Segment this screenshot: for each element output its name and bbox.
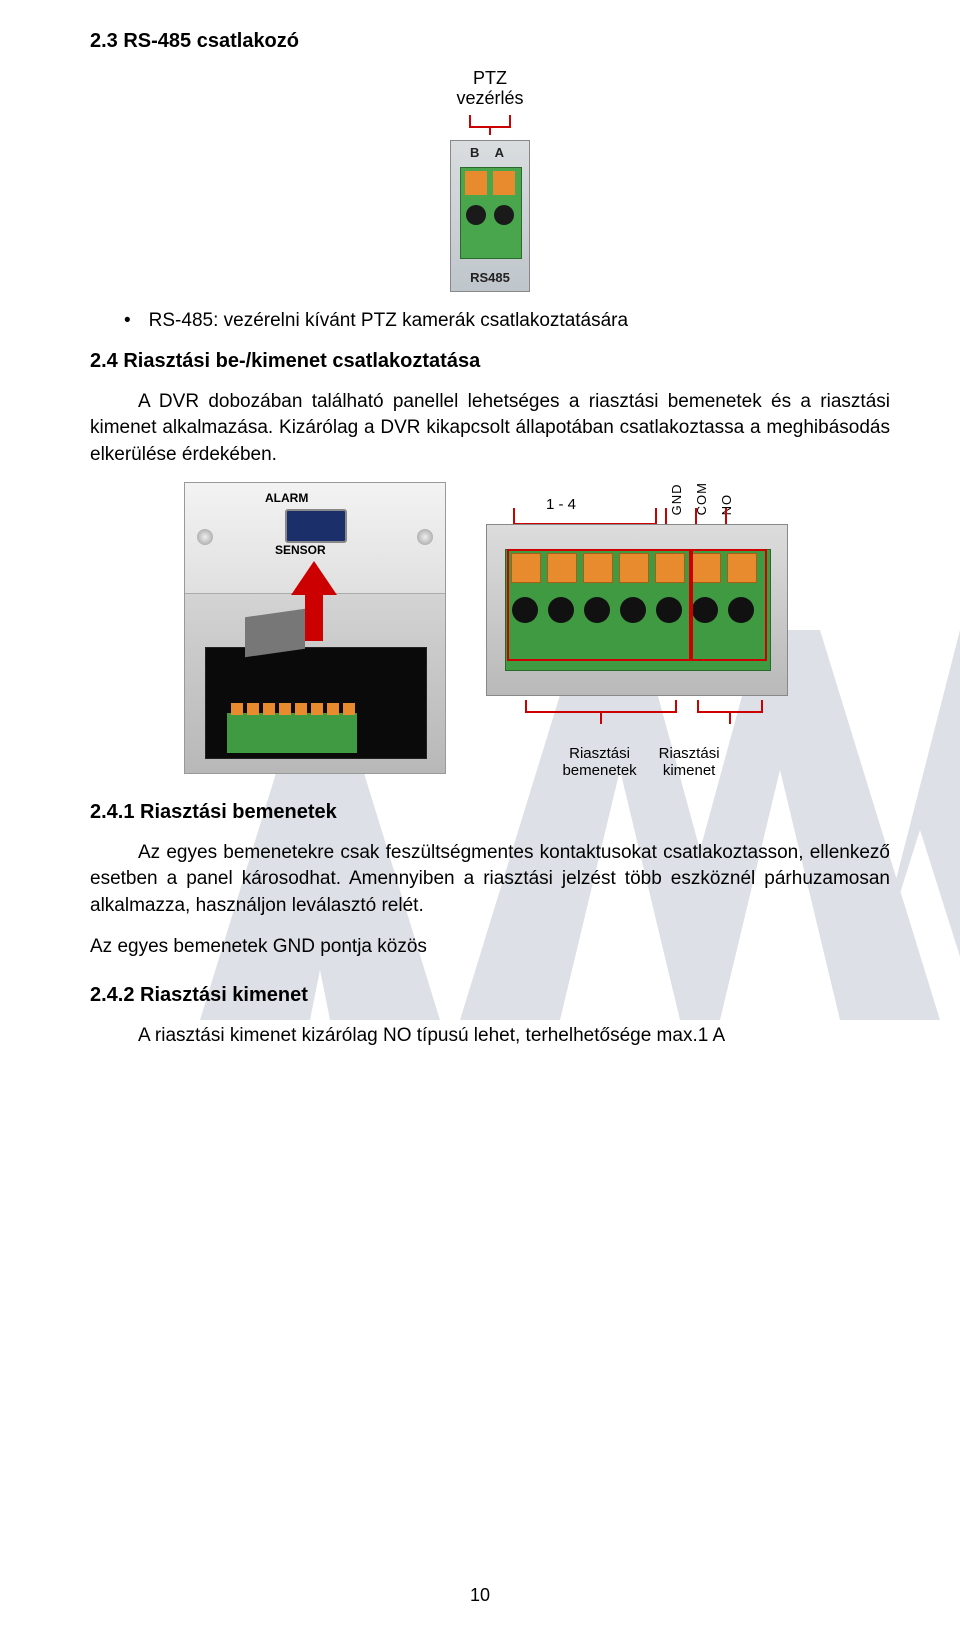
bullet-icon: •: [124, 310, 131, 332]
heading-2-4-2: 2.4.2 Riasztási kimenet: [90, 984, 890, 1007]
vga-port-icon: [285, 509, 347, 543]
red-brackets-bottom-icon: [486, 696, 796, 726]
alarm-label: ALARM: [265, 491, 308, 505]
para-2-4: A DVR dobozában található panellel lehet…: [90, 389, 890, 469]
under-label-inputs: Riasztási bemenetek: [562, 745, 636, 779]
heading-2-3: 2.3 RS-485 csatlakozó: [90, 30, 890, 53]
under-label-output: Riasztási kimenet: [659, 745, 720, 779]
red-bracket-icon: [440, 113, 540, 135]
para-2-4-2: A riasztási kimenet kizárólag NO típusú …: [90, 1023, 890, 1050]
figure-alarm-row: ALARM SENSOR: [90, 482, 890, 778]
figure-alarm-terminal: GND COM NO 1 - 4: [486, 482, 796, 778]
green-terminal-strip: [227, 713, 357, 753]
pin-ba-label: B A: [451, 145, 529, 160]
ptz-label-2: vezérlés: [456, 88, 523, 108]
bullet-text: RS-485: vezérelni kívánt PTZ kamerák csa…: [149, 310, 628, 332]
ptz-label-1: PTZ: [473, 68, 507, 88]
heading-2-4-1: 2.4.1 Riasztási bemenetek: [90, 801, 890, 824]
para-2-4-1: Az egyes bemenetekre csak feszültségment…: [90, 840, 890, 920]
sensor-label: SENSOR: [275, 543, 326, 557]
heading-2-4: 2.4 Riasztási be-/kimenet csatlakoztatás…: [90, 350, 890, 373]
alarm-terminal-block: [486, 524, 788, 696]
figure-rs485: PTZ vezérlés B A RS485: [90, 69, 890, 292]
page-number: 10: [0, 1585, 960, 1606]
rs485-bottom-label: RS485: [451, 270, 529, 285]
bullet-rs485: • RS-485: vezérelni kívánt PTZ kamerák c…: [124, 310, 890, 332]
para-2-4-1b: Az egyes bemenetek GND pontja közös: [90, 934, 890, 961]
figure-sensor-board: ALARM SENSOR: [184, 482, 446, 774]
rs485-terminal: B A RS485: [450, 140, 530, 292]
